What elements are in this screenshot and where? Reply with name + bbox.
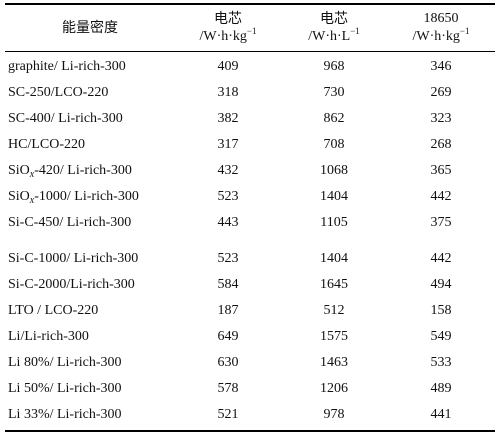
- cell-mass-density: 187: [217, 303, 239, 318]
- cell-mass-density: 523: [217, 251, 239, 266]
- table-row: Li 80%/ Li-rich-300 630 1463 533: [5, 350, 495, 376]
- header-col3-unit-text: /W·h·kg: [412, 28, 460, 44]
- row-name: SiOx-420/ Li-rich-300: [8, 158, 175, 184]
- cell-mass-density: 578: [217, 381, 239, 396]
- cell-18650-density: 269: [430, 85, 452, 100]
- cell-18650-density: 489: [430, 381, 452, 396]
- cell-mass-density: 649: [217, 329, 239, 344]
- row-name: LTO / LCO-220: [8, 303, 99, 318]
- table-bottom-rule: [5, 430, 495, 432]
- cell-mass-density: 409: [217, 59, 239, 74]
- row-name: Li/Li-rich-300: [8, 329, 89, 344]
- row-name: Li 33%/ Li-rich-300: [8, 407, 122, 422]
- cell-volume-density: 1206: [320, 381, 348, 396]
- cell-18650-density: 442: [430, 251, 452, 266]
- table-row: SC-250/LCO-220 318 730 269: [5, 80, 495, 106]
- table-header-rule: [5, 51, 495, 52]
- row-name: Si-C-1000/ Li-rich-300: [8, 251, 139, 266]
- header-col1-exp: −1: [246, 25, 257, 36]
- cell-mass-density: 523: [217, 189, 239, 204]
- header-col1-unit: /W·h·kg−1: [199, 25, 257, 46]
- header-col1-unit-text: /W·h·kg: [199, 28, 247, 44]
- table-row: graphite/ Li-rich-300 409 968 346: [5, 54, 495, 80]
- header-col1-top: 电芯: [214, 10, 242, 27]
- row-name: SiOx-1000/ Li-rich-300: [8, 184, 175, 210]
- cell-volume-density: 968: [323, 59, 345, 74]
- cell-mass-density: 382: [217, 111, 239, 126]
- row-name-subscript: x: [29, 195, 35, 206]
- cell-18650-density: 346: [430, 59, 452, 74]
- row-name: HC/LCO-220: [8, 137, 85, 152]
- cell-mass-density: 443: [217, 215, 239, 230]
- header-col3-unit: /W·h·kg−1: [412, 25, 470, 46]
- header-col2-unit-text: /W·h·L: [308, 28, 351, 44]
- cell-18650-density: 533: [430, 355, 452, 370]
- cell-mass-density: 317: [217, 137, 239, 152]
- cell-mass-density: 432: [217, 163, 239, 178]
- cell-volume-density: 708: [323, 137, 345, 152]
- cell-18650-density: 442: [430, 189, 452, 204]
- table-row: Li 50%/ Li-rich-300 578 1206 489: [5, 376, 495, 402]
- header-col2-top: 电芯: [320, 10, 348, 27]
- row-name: SC-400/ Li-rich-300: [8, 111, 123, 126]
- cell-volume-density: 1105: [320, 215, 348, 230]
- header-col2-unit: /W·h·L−1: [308, 25, 360, 46]
- cell-18650-density: 549: [430, 329, 452, 344]
- header-col2-exp: −1: [350, 25, 360, 36]
- header-col3-exp: −1: [459, 25, 470, 36]
- cell-mass-density: 318: [217, 85, 239, 100]
- cell-18650-density: 323: [430, 111, 452, 126]
- cell-18650-density: 494: [430, 277, 452, 292]
- header-energy-density: 能量密度: [5, 4, 175, 51]
- row-name-part: -420/ Li-rich-300: [34, 163, 132, 178]
- cell-volume-density: 1404: [320, 251, 348, 266]
- cell-18650-density: 365: [430, 163, 452, 178]
- cell-volume-density: 512: [323, 303, 345, 318]
- cell-18650-density: 268: [430, 137, 452, 152]
- header-cell-volume: 电芯 /W·h·L−1: [281, 4, 387, 51]
- cell-18650-density: 375: [430, 215, 452, 230]
- header-col0-label: 能量密度: [62, 19, 118, 36]
- table-row: Si-C-2000/Li-rich-300 584 1645 494: [5, 272, 495, 298]
- row-name: SC-250/LCO-220: [8, 85, 109, 100]
- table-row: Si-C-450/ Li-rich-300 443 1105 375: [5, 210, 495, 236]
- cell-mass-density: 584: [217, 277, 239, 292]
- header-col3-top: 18650: [423, 10, 459, 26]
- cell-mass-density: 630: [217, 355, 239, 370]
- cell-volume-density: 730: [323, 85, 345, 100]
- cell-mass-density: 521: [217, 407, 239, 422]
- row-name: Si-C-450/ Li-rich-300: [8, 215, 132, 230]
- row-name-part: SiO: [8, 189, 30, 204]
- row-name: Si-C-2000/Li-rich-300: [8, 277, 135, 292]
- cell-volume-density: 978: [323, 407, 345, 422]
- cell-18650-density: 158: [430, 303, 452, 318]
- table-row: SiOx-1000/ Li-rich-300 523 1404 442: [5, 184, 495, 210]
- header-cell-mass: 电芯 /W·h·kg−1: [175, 4, 281, 51]
- table-row: Si-C-1000/ Li-rich-300 523 1404 442: [5, 246, 495, 272]
- table-row: Li 33%/ Li-rich-300 521 978 441: [5, 402, 495, 428]
- row-name: Li 80%/ Li-rich-300: [8, 355, 122, 370]
- table-row: LTO / LCO-220 187 512 158: [5, 298, 495, 324]
- cell-volume-density: 862: [323, 111, 345, 126]
- row-name-subscript: x: [29, 169, 35, 180]
- row-name: Li 50%/ Li-rich-300: [8, 381, 122, 396]
- cell-volume-density: 1068: [320, 163, 348, 178]
- cell-18650-density: 441: [430, 407, 452, 422]
- table-row: HC/LCO-220 317 708 268: [5, 132, 495, 158]
- cell-volume-density: 1404: [320, 189, 348, 204]
- row-name: graphite/ Li-rich-300: [8, 59, 126, 74]
- header-cell-18650: 18650 /W·h·kg−1: [387, 4, 495, 51]
- cell-volume-density: 1463: [320, 355, 348, 370]
- cell-volume-density: 1645: [320, 277, 348, 292]
- table-header: 能量密度 电芯 /W·h·kg−1 电芯 /W·h·L−1 18650 /W·h…: [5, 4, 495, 51]
- row-name-part: SiO: [8, 163, 30, 178]
- cell-volume-density: 1575: [320, 329, 348, 344]
- table-row: SC-400/ Li-rich-300 382 862 323: [5, 106, 495, 132]
- table-row: Li/Li-rich-300 649 1575 549: [5, 324, 495, 350]
- table-top-rule: [5, 3, 495, 5]
- row-name-part: -1000/ Li-rich-300: [34, 189, 139, 204]
- table-row: SiOx-420/ Li-rich-300 432 1068 365: [5, 158, 495, 184]
